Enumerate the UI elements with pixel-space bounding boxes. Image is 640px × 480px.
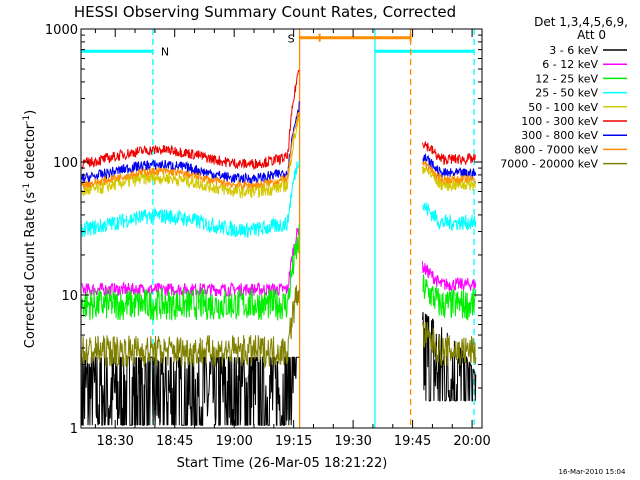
y-axis-label: Corrected Count Rate (s-1 detector-1) xyxy=(22,110,38,348)
series-line-800to7000keV xyxy=(81,112,300,191)
x-tick-label: 18:30 xyxy=(96,434,133,449)
series-line-50to100keV xyxy=(81,113,300,199)
y-tick-label: 1 xyxy=(70,422,78,437)
series-line-6to12keV xyxy=(81,227,300,298)
x-tick-label: 19:45 xyxy=(394,434,431,449)
series-line-after-gap xyxy=(422,160,477,185)
x-axis: 18:30 18:45 19:00 19:15 19:30 19:45 20:00 xyxy=(94,29,491,449)
footer-date: 16-Mar-2010 15:04 xyxy=(559,468,626,476)
plot-area: NS xyxy=(81,29,477,428)
x-axis-label: Start Time (26-Mar-05 18:21:22) xyxy=(177,456,388,471)
series-line-7000to20000keV xyxy=(81,285,300,369)
series-line-after-gap xyxy=(422,140,477,166)
series-line-100to300keV xyxy=(81,69,300,171)
legend-label: 6 - 12 keV xyxy=(542,58,598,71)
legend-label: 800 - 7000 keV xyxy=(514,143,598,156)
legend-label: 3 - 6 keV xyxy=(549,44,598,57)
x-tick-label: 20:00 xyxy=(453,434,490,449)
y-tick-label: 1000 xyxy=(45,23,78,38)
legend-label: 100 - 300 keV xyxy=(521,115,598,128)
series-line-12to25keV xyxy=(81,224,300,321)
legend-label: 50 - 100 keV xyxy=(528,101,598,114)
y-label-part: Corrected Count Rate (s xyxy=(23,192,38,349)
chart-title: HESSI Observing Summary Count Rates, Cor… xyxy=(74,3,456,21)
series-line-after-gap xyxy=(422,274,477,321)
legend-title-line2: Att 0 xyxy=(577,28,606,42)
legend-label: 25 - 50 keV xyxy=(535,87,598,100)
night-label: N xyxy=(161,45,169,58)
saa-label: S xyxy=(288,33,295,46)
legend-label: 7000 - 20000 keV xyxy=(500,158,598,171)
x-tick-label: 18:45 xyxy=(156,434,193,449)
x-tick-label: 19:15 xyxy=(275,434,312,449)
series-line-300to800keV xyxy=(81,101,300,185)
y-tick-label: 10 xyxy=(61,289,78,304)
legend-title-line1: Det 1,3,4,5,6,9, xyxy=(534,15,628,29)
y-label-superscript: -1 xyxy=(22,115,32,124)
x-tick-label: 19:00 xyxy=(215,434,252,449)
series-line-after-gap xyxy=(422,153,477,181)
legend-label: 300 - 800 keV xyxy=(521,129,598,142)
plot-frame xyxy=(80,28,483,429)
y-label-part: detector xyxy=(23,123,38,183)
y-label-part: ) xyxy=(23,110,38,115)
series-line-after-gap xyxy=(422,261,477,292)
series-line-after-gap xyxy=(422,311,477,402)
series-line-after-gap xyxy=(422,202,477,232)
x-tick-label: 19:30 xyxy=(334,434,371,449)
y-axis: 1 10 100 1000 xyxy=(45,23,482,437)
legend-label: 12 - 25 keV xyxy=(535,72,598,85)
y-label-superscript: -1 xyxy=(22,183,32,192)
series-line-after-gap xyxy=(422,321,477,367)
y-tick-label: 100 xyxy=(53,156,78,171)
series-line-25to50keV xyxy=(81,159,300,238)
